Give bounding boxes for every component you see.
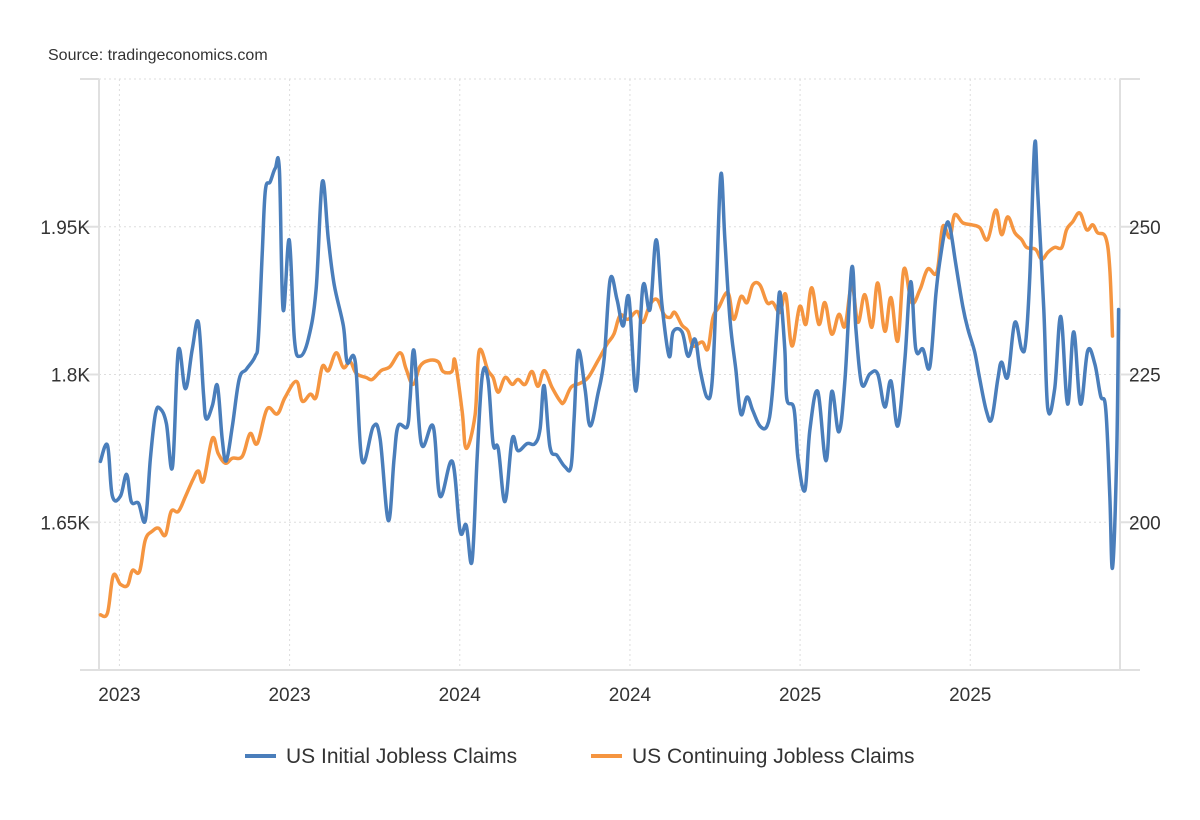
x-tick-label: 2024 (609, 685, 652, 706)
x-tick-label: 2023 (268, 685, 310, 706)
x-tick-label: 2024 (439, 685, 482, 706)
series-line-continuing-claims (98, 208, 1115, 619)
legend-label-initial-claims: US Initial Jobless Claims (286, 745, 517, 768)
source-label: Source: tradingeconomics.com (48, 47, 268, 64)
grid (80, 78, 1140, 670)
tick-labels: 1.95K 1.8K 1.65K 250 225 200 2023 2023 2024 2024 2… (40, 218, 1160, 706)
y-right-tick-label: 225 (1129, 366, 1161, 387)
axes (80, 78, 1140, 671)
legend-label-continuing-claims: US Continuing Jobless Claims (632, 745, 914, 768)
x-tick-label: 2025 (949, 685, 991, 706)
x-tick-label: 2023 (98, 685, 140, 706)
legend: US Initial Jobless Claims US Continuing … (245, 745, 914, 768)
legend-item-continuing-claims[interactable]: US Continuing Jobless Claims (591, 745, 914, 768)
y-left-tick-label: 1.8K (51, 366, 90, 387)
y-left-tick-label: 1.95K (40, 218, 90, 239)
series (98, 139, 1121, 619)
x-tick-label: 2025 (779, 685, 821, 706)
y-right-tick-label: 250 (1129, 218, 1161, 239)
y-left-tick-label: 1.65K (40, 513, 90, 534)
series-line-initial-claims (98, 139, 1121, 570)
legend-item-initial-claims[interactable]: US Initial Jobless Claims (245, 745, 517, 768)
y-right-tick-label: 200 (1129, 513, 1161, 534)
